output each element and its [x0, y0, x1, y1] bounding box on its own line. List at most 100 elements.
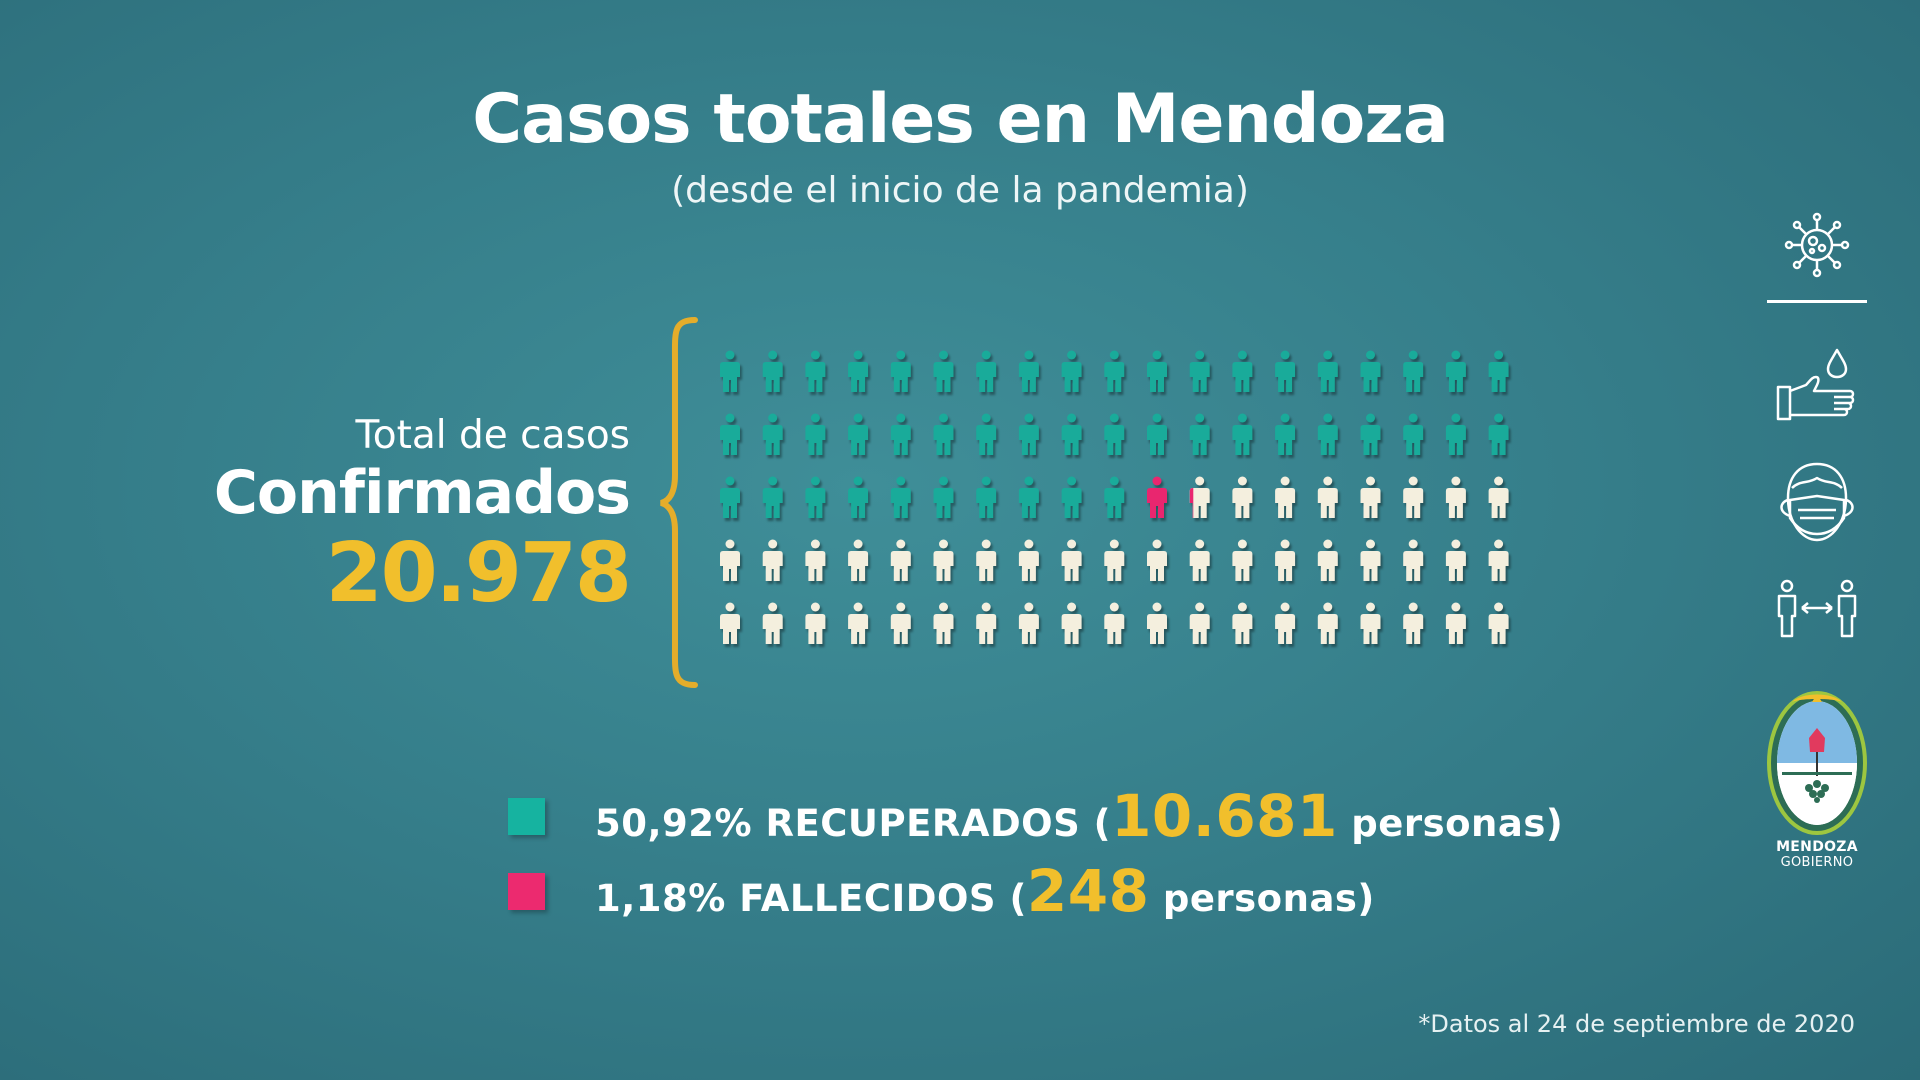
legend-recuperados-post: personas)	[1337, 802, 1564, 845]
summary-label: Total de casos	[355, 413, 630, 458]
virus-icon	[1784, 212, 1850, 278]
person-icon-recuperados	[720, 476, 740, 518]
person-icon-activos	[720, 602, 740, 644]
person-icon-activos	[1445, 602, 1466, 644]
person-icon-recuperados	[890, 413, 911, 455]
person-icon-activos	[1104, 602, 1125, 644]
person-icon-recuperados	[848, 476, 869, 518]
person-icon-activos	[1275, 602, 1296, 644]
person-icon-activos	[805, 539, 826, 581]
person-icon-recuperados	[890, 350, 911, 392]
summary-label-strong: Confirmados	[213, 458, 631, 528]
person-icon-recuperados	[1147, 413, 1167, 455]
curly-brace	[660, 317, 698, 688]
person-icon-recuperados	[1018, 476, 1039, 518]
person-icon-activos	[1232, 476, 1253, 518]
person-icon-recuperados	[1189, 350, 1210, 392]
person-icon-activos	[1104, 539, 1125, 581]
person-icon-recuperados	[1104, 413, 1125, 455]
person-icon-recuperados	[1488, 350, 1509, 392]
summary-total: 20.978	[325, 526, 632, 621]
person-icon-activos	[848, 602, 869, 644]
legend-fallecidos-pre: 1,18% FALLECIDOS (	[595, 877, 1027, 920]
legend-fallecidos-post: personas)	[1149, 877, 1375, 920]
person-icon-activos	[933, 539, 954, 581]
person-icon-activos	[848, 539, 869, 581]
person-icon-activos	[1275, 476, 1296, 518]
mendoza-coat-of-arms-logo	[1767, 691, 1867, 835]
legend-item-recuperados: 50,92% RECUPERADOS (10.681 personas)	[508, 782, 1563, 850]
person-icon-activos	[1317, 476, 1338, 518]
person-icon-activos	[1360, 476, 1381, 518]
legend-swatch-fallecidos	[508, 872, 545, 910]
person-icon-activos	[890, 602, 911, 644]
person-icon-activos	[1189, 539, 1210, 581]
summary-block: Total de casos Confirmados 20.978	[160, 412, 632, 622]
person-icon-activos	[1018, 602, 1039, 644]
person-icon-recuperados	[1275, 350, 1296, 392]
person-icon-recuperados	[933, 350, 954, 392]
person-icon-recuperados	[762, 476, 783, 518]
person-icon-recuperados	[976, 350, 997, 392]
legend-text-fallecidos: 1,18% FALLECIDOS (248 personas)	[595, 857, 1375, 925]
person-icon-activos	[1061, 539, 1082, 581]
person-icon-recuperados	[1104, 350, 1125, 392]
person-icon-fallecidos-partial	[1189, 488, 1194, 518]
legend-recuperados-pre: 50,92% RECUPERADOS (	[595, 802, 1112, 845]
person-icon-recuperados	[933, 476, 954, 518]
person-icon-activos	[1189, 476, 1210, 518]
sidebar-divider	[1767, 300, 1867, 303]
person-icon-recuperados	[933, 413, 954, 455]
person-icon-activos	[890, 539, 911, 581]
person-icon-fallecidos	[1147, 476, 1167, 518]
person-icon-recuperados	[1018, 350, 1039, 392]
people-pictogram	[720, 350, 1509, 644]
person-icon-recuperados	[848, 413, 869, 455]
person-icon-activos	[1488, 539, 1509, 581]
person-icon-activos	[1147, 602, 1167, 644]
person-icon-recuperados	[1061, 413, 1082, 455]
person-icon-activos	[762, 602, 783, 644]
person-icon-activos	[1275, 539, 1296, 581]
legend-fallecidos-value: 248	[1026, 857, 1150, 925]
person-icon-activos	[1403, 602, 1424, 644]
person-icon-recuperados	[1488, 413, 1509, 455]
person-icon-activos	[976, 539, 997, 581]
person-icon-recuperados	[1061, 350, 1082, 392]
person-icon-activos	[1403, 476, 1424, 518]
logo-line-1: MENDOZA	[1776, 839, 1858, 855]
person-icon-activos	[976, 602, 997, 644]
person-icon-recuperados	[848, 350, 869, 392]
person-icon-activos	[1061, 602, 1082, 644]
person-icon-recuperados	[976, 413, 997, 455]
person-icon-activos	[1018, 539, 1039, 581]
person-icon-activos	[1360, 602, 1381, 644]
legend-swatch-recuperados	[508, 797, 545, 835]
person-icon-activos	[1317, 602, 1338, 644]
person-icon-recuperados	[805, 350, 826, 392]
face-mask-icon	[1780, 462, 1854, 542]
social-distance-icon	[1777, 579, 1857, 638]
person-icon-activos	[1232, 602, 1253, 644]
person-icon-recuperados	[1317, 413, 1338, 455]
person-icon-activos	[1445, 476, 1466, 518]
logo-caption: MENDOZA GOBIERNO	[1742, 839, 1892, 871]
person-icon-activos	[1403, 539, 1424, 581]
person-icon-activos	[1147, 539, 1167, 581]
person-icon-activos	[805, 602, 826, 644]
person-icon-activos	[1488, 476, 1509, 518]
person-icon-recuperados	[1403, 350, 1424, 392]
person-icon-recuperados	[1232, 350, 1253, 392]
person-icon-recuperados	[890, 476, 911, 518]
person-icon-activos	[1232, 539, 1253, 581]
person-icon-activos	[720, 539, 740, 581]
person-icon-recuperados	[1275, 413, 1296, 455]
handwash-icon	[1776, 348, 1855, 421]
person-icon-recuperados	[720, 350, 740, 392]
legend-text-recuperados: 50,92% RECUPERADOS (10.681 personas)	[595, 782, 1563, 850]
person-icon-activos	[1360, 539, 1381, 581]
person-icon-recuperados	[976, 476, 997, 518]
legend-recuperados-value: 10.681	[1111, 782, 1338, 850]
person-icon-recuperados	[720, 413, 740, 455]
person-icon-activos	[1445, 539, 1466, 581]
